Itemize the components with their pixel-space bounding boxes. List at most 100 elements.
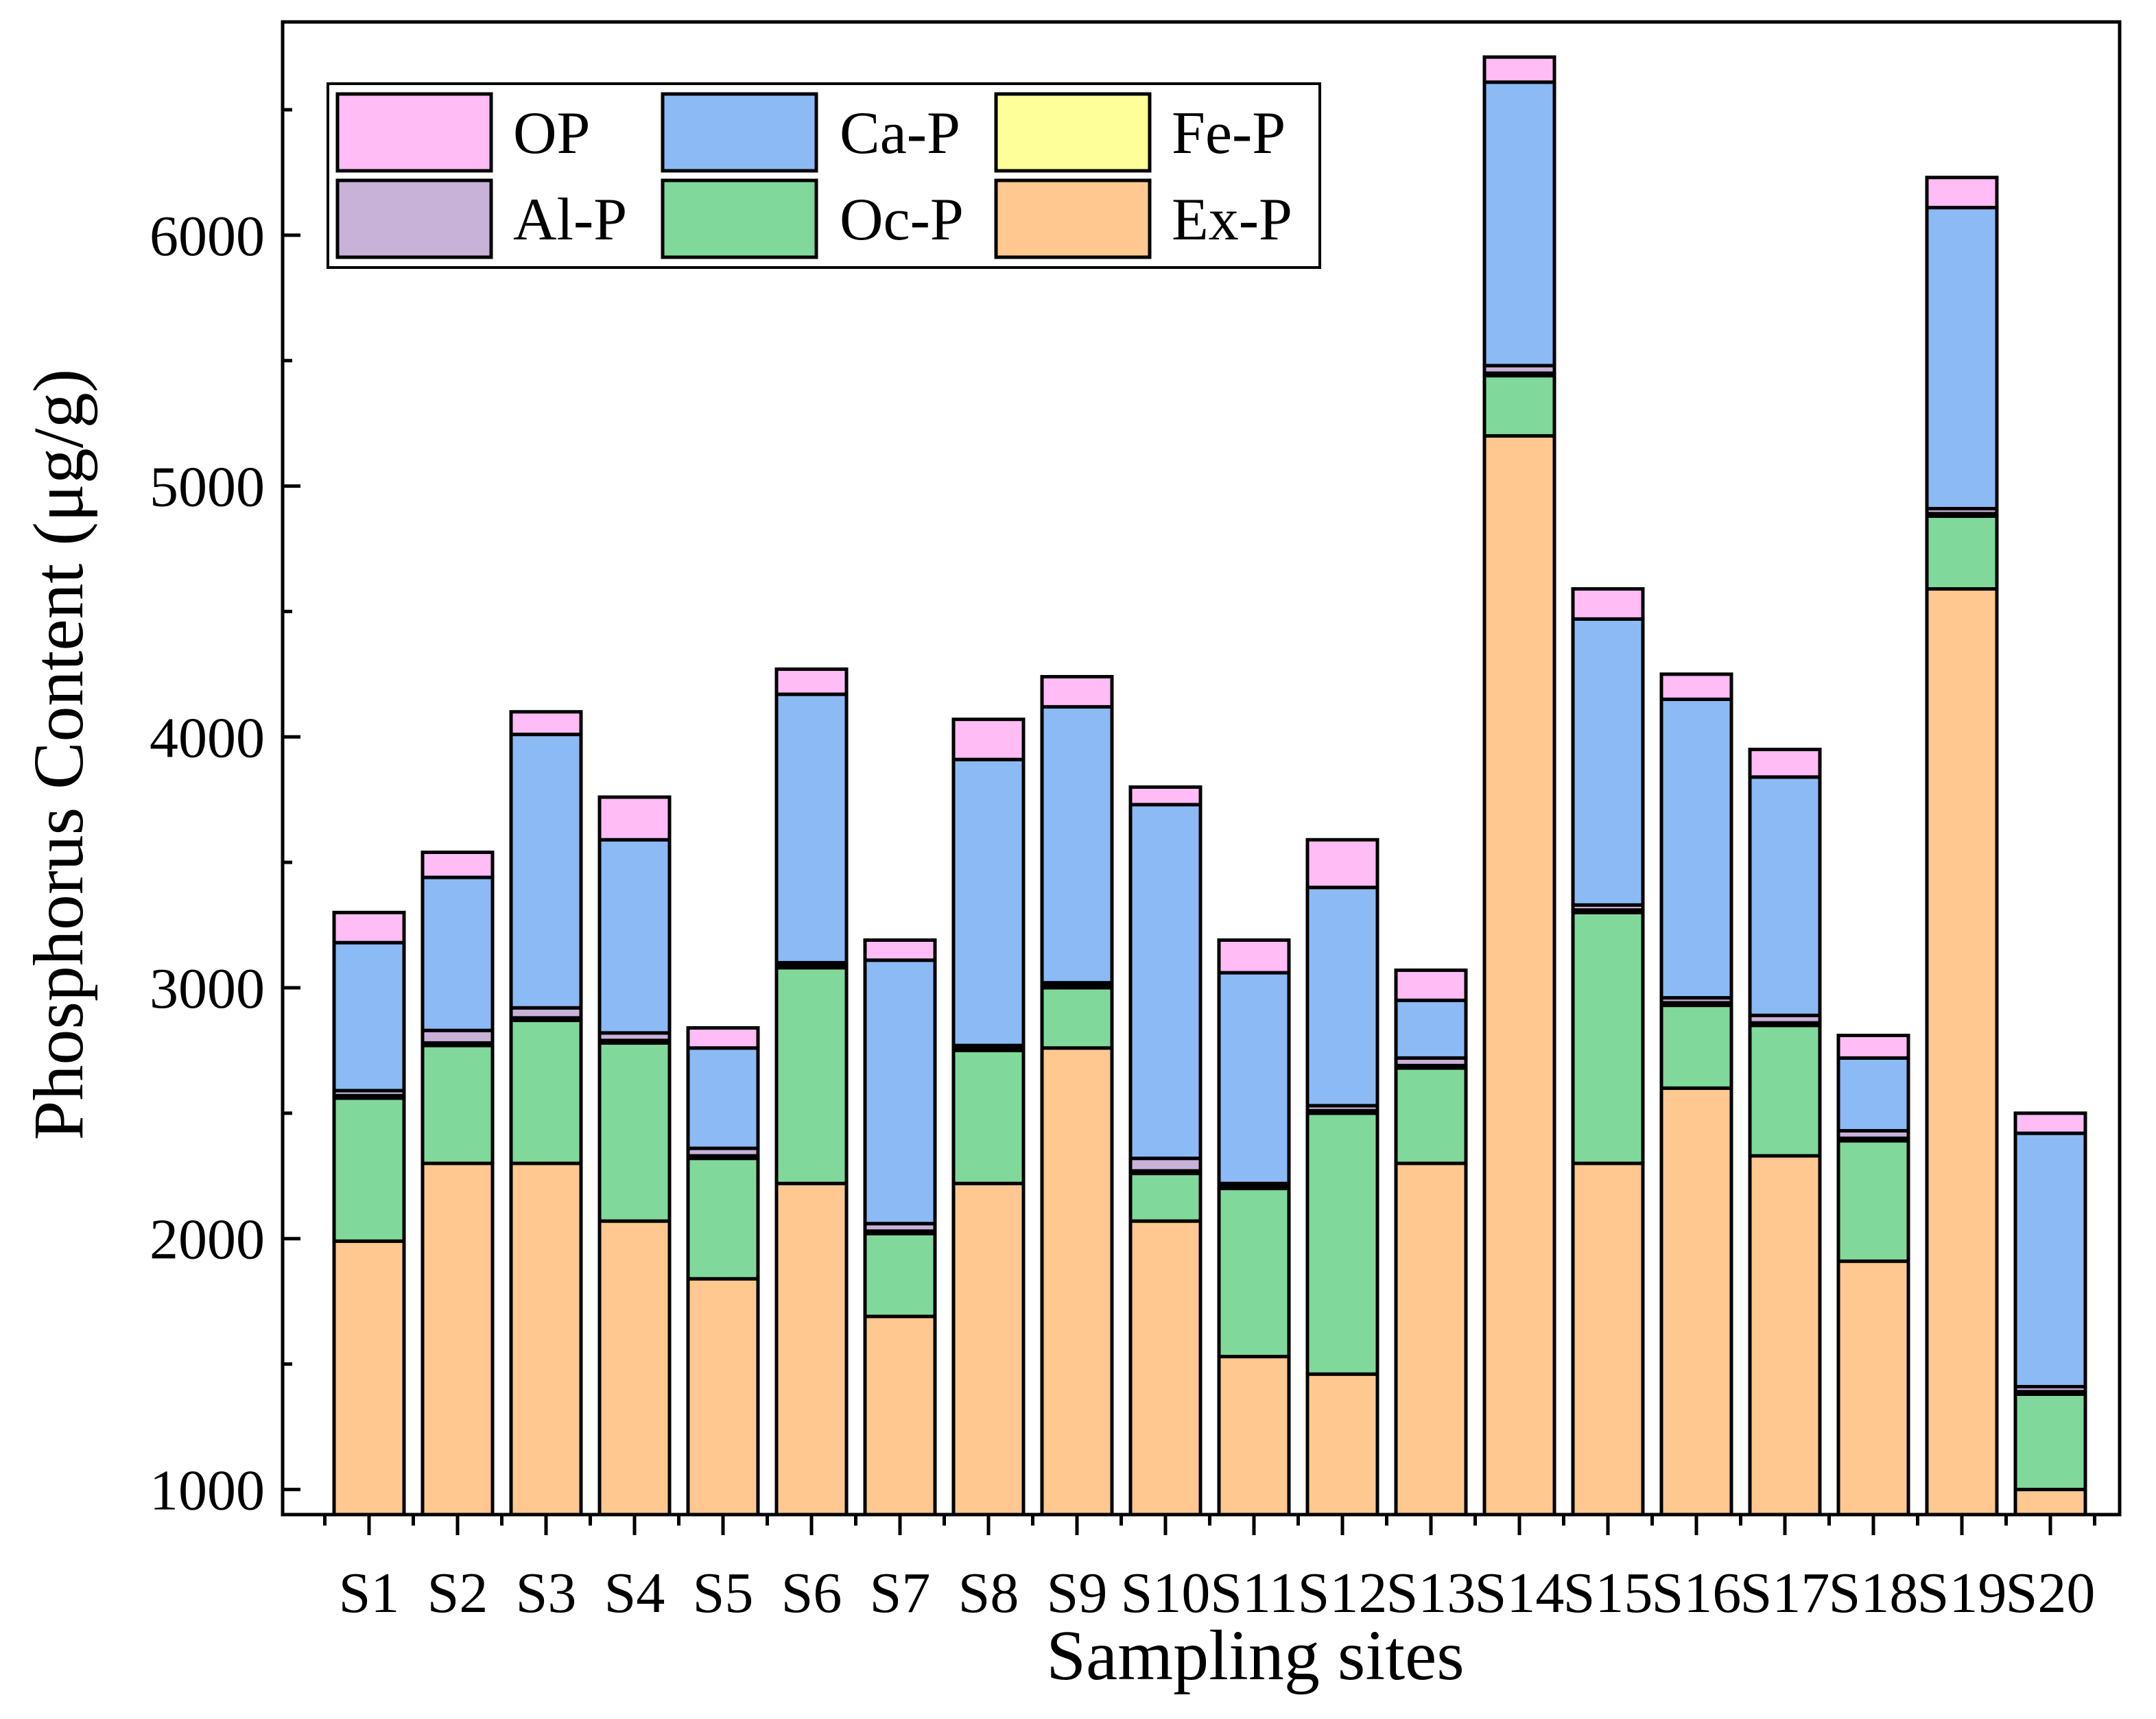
bar-segment-op-s4: [597, 795, 672, 842]
legend-label-op: OP: [513, 100, 591, 167]
x-tick-label-s19: S19: [1917, 1561, 2007, 1625]
x-tick-label-s3: S3: [516, 1561, 577, 1625]
legend-label-cap: Ca-P: [840, 100, 960, 167]
bar-segment-cap-s13: [1394, 998, 1468, 1060]
bar-segment-ocp-s19: [1925, 514, 1999, 591]
x-tick-label-s18: S18: [1829, 1561, 1919, 1625]
bar-segment-exp-s12: [1305, 1372, 1379, 1517]
x-tick-label-s7: S7: [870, 1561, 931, 1625]
bar-segment-exp-s17: [1748, 1154, 1822, 1517]
bar-segment-exp-s1: [332, 1239, 406, 1517]
bar-segment-cap-s6: [774, 692, 849, 964]
bar-segment-ocp-s11: [1217, 1187, 1291, 1359]
y-axis-title: Phosphorus Content (μg/g): [19, 369, 98, 1141]
bar-segment-exp-s20: [2013, 1487, 2087, 1517]
x-tick-label-s12: S12: [1298, 1561, 1388, 1625]
bar-segment-ocp-s13: [1394, 1066, 1468, 1165]
bar-segment-exp-s5: [686, 1277, 760, 1517]
bar-segment-op-s3: [509, 710, 583, 737]
bar-segment-exp-s15: [1571, 1161, 1645, 1517]
x-tick-label-s10: S10: [1121, 1561, 1211, 1625]
bar-segment-exp-s11: [1217, 1355, 1291, 1517]
bar-segment-cap-s10: [1128, 803, 1203, 1161]
x-tick-label-s13: S13: [1386, 1561, 1476, 1625]
bar-segment-ocp-s16: [1659, 1004, 1733, 1090]
y-tick-label-3000: 3000: [150, 957, 265, 1021]
bar-segment-ocp-s15: [1571, 910, 1645, 1165]
bar-segment-ocp-s10: [1128, 1172, 1203, 1223]
bar-segment-exp-s10: [1128, 1219, 1203, 1517]
x-tick-label-s11: S11: [1210, 1561, 1298, 1625]
bar-segment-op-s17: [1748, 748, 1822, 779]
bar-segment-ocp-s18: [1836, 1139, 1910, 1264]
legend-swatch-exp: [994, 178, 1152, 259]
legend-swatch-fep: [994, 92, 1152, 173]
bar-segment-cap-s11: [1217, 971, 1291, 1185]
bar-segment-ocp-s20: [2013, 1392, 2087, 1491]
bar-segment-ocp-s6: [774, 966, 849, 1185]
legend: OP Ca-P Fe-P Al-P Oc-P Ex-P: [327, 82, 1321, 269]
x-tick-label-s6: S6: [781, 1561, 842, 1625]
bar-segment-op-s15: [1571, 587, 1645, 621]
bar-segment-cap-s1: [332, 940, 406, 1093]
bar-segment-cap-s9: [1040, 704, 1114, 985]
bar-segment-ocp-s9: [1040, 986, 1114, 1050]
bar-segment-exp-s6: [774, 1181, 849, 1517]
bars-layer: [332, 55, 2087, 1517]
bar-segment-exp-s7: [863, 1314, 937, 1517]
bar-segment-alp-s10: [1128, 1157, 1203, 1173]
bar-segment-exp-s14: [1482, 434, 1556, 1517]
bar-segment-exp-s4: [597, 1219, 672, 1517]
x-tick-label-s9: S9: [1047, 1561, 1108, 1625]
bar-segment-ocp-s8: [951, 1048, 1026, 1185]
bar-segment-op-s19: [1925, 176, 1999, 210]
y-tick-label-4000: 4000: [150, 706, 265, 770]
x-tick-label-s14: S14: [1475, 1561, 1565, 1625]
bar-segment-ocp-s1: [332, 1096, 406, 1243]
x-tick-label-s5: S5: [693, 1561, 754, 1625]
x-tick-label-s1: S1: [339, 1561, 400, 1625]
x-tick-label-s20: S20: [2006, 1561, 2096, 1625]
x-tick-label-s8: S8: [958, 1561, 1019, 1625]
legend-swatch-cap: [661, 92, 818, 173]
bar-segment-op-s11: [1217, 938, 1291, 975]
legend-box: [327, 82, 1321, 269]
bar-segment-op-s2: [420, 851, 495, 879]
bar-segment-op-s9: [1040, 675, 1114, 709]
bar-segment-cap-s12: [1305, 886, 1379, 1108]
bar-segment-exp-s3: [509, 1161, 583, 1517]
axes-layer: 1000 2000 3000 4000 5000 6000 S1 S2 S3 S4 S5 S6 S7 S8…: [150, 20, 2122, 1625]
x-tick-label-s2: S2: [427, 1561, 488, 1625]
bar-segment-cap-s14: [1482, 80, 1556, 368]
y-tick-label-6000: 6000: [150, 204, 265, 268]
y-tick-label-1000: 1000: [150, 1458, 265, 1522]
bar-segment-op-s7: [863, 938, 937, 962]
bar-segment-exp-s2: [420, 1161, 495, 1517]
bar-segment-cap-s15: [1571, 617, 1645, 907]
bar-segment-alp-s2: [420, 1028, 495, 1045]
bar-segment-op-s1: [332, 910, 406, 945]
bar-segment-exp-s19: [1925, 587, 1999, 1517]
bar-segment-cap-s5: [686, 1046, 760, 1150]
bar-segment-ocp-s7: [863, 1231, 937, 1318]
bar-segment-op-s6: [774, 667, 849, 696]
bar-segment-cap-s2: [420, 875, 495, 1032]
x-tick-label-s17: S17: [1740, 1561, 1830, 1625]
bar-segment-ocp-s12: [1305, 1111, 1379, 1376]
bar-segment-ocp-s4: [597, 1041, 672, 1223]
legend-swatch-alp: [335, 178, 493, 259]
bar-segment-op-s18: [1836, 1033, 1910, 1060]
bar-segment-op-s13: [1394, 968, 1468, 1002]
bar-segment-exp-s8: [951, 1181, 1026, 1517]
bar-segment-cap-s18: [1836, 1056, 1910, 1133]
legend-label-exp: Ex-P: [1172, 187, 1292, 253]
bar-segment-cap-s4: [597, 838, 672, 1035]
bar-segment-exp-s13: [1394, 1161, 1468, 1517]
legend-label-fep: Fe-P: [1172, 100, 1286, 167]
x-axis-title: Sampling sites: [1046, 1616, 1465, 1695]
bar-segment-ocp-s14: [1482, 374, 1556, 438]
x-tick-label-s4: S4: [604, 1561, 665, 1625]
bar-segment-ocp-s3: [509, 1019, 583, 1165]
bar-segment-cap-s8: [951, 757, 1026, 1047]
